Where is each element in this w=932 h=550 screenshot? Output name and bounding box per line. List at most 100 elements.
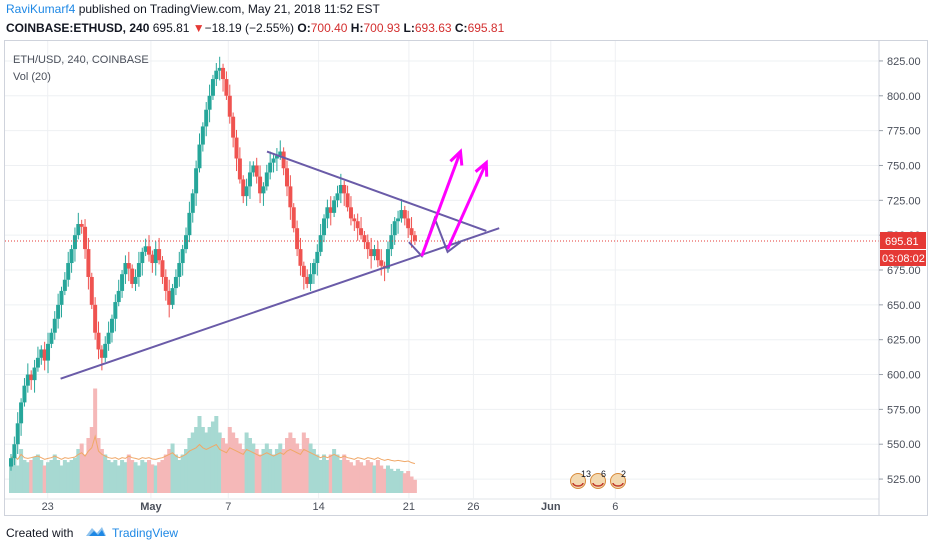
- volume-bar: [409, 476, 414, 493]
- candle-up: [103, 343, 108, 358]
- last-price: 695.81: [152, 21, 190, 35]
- candle-up: [264, 172, 269, 187]
- candle-up: [116, 290, 121, 303]
- volume-bar: [123, 462, 128, 493]
- footer: Created with TradingView: [0, 516, 932, 550]
- volume-bar: [352, 465, 357, 493]
- volume-bar: [130, 460, 135, 493]
- chart-panel[interactable]: 23 May 7 14 21 26 Jun 6 13 6 2 525.00 550.00 575.00…: [4, 40, 928, 516]
- x-tick-label: 7: [225, 501, 231, 513]
- volume-bar: [251, 443, 256, 493]
- event-count-label: 2: [621, 469, 626, 479]
- published-text: published on TradingView.com, May 21, 20…: [78, 2, 380, 16]
- candle-down: [402, 210, 407, 219]
- candle-up: [271, 158, 276, 163]
- volume-bar: [9, 460, 13, 493]
- volume-bar: [281, 449, 286, 493]
- volume-bar: [214, 416, 219, 493]
- candle-up: [214, 70, 219, 80]
- candle-up: [244, 186, 249, 197]
- drawings: 13 6 2: [5, 148, 879, 489]
- last-price-tag-text: 695.81: [885, 236, 919, 248]
- volume-bar: [93, 388, 98, 493]
- candle-up: [136, 263, 141, 277]
- volume-bar: [288, 432, 293, 493]
- volume-bar: [355, 460, 360, 493]
- candle-up: [62, 279, 67, 291]
- volume-bar: [315, 454, 320, 493]
- candle-down: [83, 226, 88, 250]
- volume-bar: [305, 438, 310, 493]
- volume-bar: [348, 462, 353, 493]
- candle-up: [210, 79, 215, 96]
- candle-down: [234, 137, 239, 159]
- volume-bar: [291, 438, 296, 493]
- candle-down: [298, 249, 303, 266]
- price-axis: 525.00 550.00 575.00 600.00 625.00 650.00 675.…: [878, 41, 927, 515]
- price-chart[interactable]: 23 May 7 14 21 26 Jun 6 13 6 2 525.00 550.00 575.00…: [5, 41, 927, 515]
- volume-bar: [369, 462, 374, 493]
- volume-bar: [39, 460, 44, 493]
- candle-up: [217, 67, 222, 71]
- candle-up: [113, 302, 118, 319]
- volume-bar: [204, 432, 209, 493]
- volume-bar: [153, 465, 158, 493]
- candle-up: [56, 304, 61, 319]
- candle-up: [59, 290, 64, 305]
- candle-up: [389, 235, 394, 250]
- ohlc-line: COINBASE:ETHUSD, 240 695.81 ▼−18.19 (−2.…: [6, 21, 504, 35]
- upper-trendline: [266, 150, 487, 232]
- volume-bar: [32, 456, 37, 493]
- candle-down: [369, 249, 374, 257]
- candle-down: [157, 249, 162, 261]
- volume-bar: [143, 462, 148, 493]
- lower-trendline: [60, 227, 500, 380]
- symbol-overlay: ETH/USD, 240, COINBASE: [13, 54, 149, 66]
- volume-bar: [254, 449, 259, 493]
- candle-down: [160, 260, 165, 277]
- candle-up: [52, 318, 57, 333]
- author-link[interactable]: RaviKumarf4: [6, 2, 76, 16]
- volume-bar: [227, 427, 232, 493]
- candle-down: [291, 207, 296, 229]
- candle-down: [146, 246, 151, 255]
- candle-down: [365, 242, 370, 250]
- candle-down: [130, 268, 135, 284]
- candle-up: [332, 200, 337, 213]
- candle-up: [39, 349, 44, 358]
- volume-bar: [332, 449, 337, 493]
- volume-bar: [116, 465, 121, 493]
- event-flag-icon-mark: [572, 482, 584, 487]
- candle-up: [399, 210, 404, 219]
- candle-up: [335, 193, 340, 201]
- volume-bar: [35, 454, 40, 493]
- volume-bar: [86, 438, 91, 493]
- candle-down: [126, 263, 131, 269]
- candle-up: [261, 186, 266, 194]
- candle-up: [106, 332, 111, 344]
- candle-up: [123, 263, 128, 275]
- candle-up: [197, 144, 202, 169]
- candle-down: [305, 276, 310, 284]
- volume-bar: [237, 443, 242, 493]
- volume-bar: [298, 449, 303, 493]
- candle-up: [76, 224, 81, 236]
- x-tick-label: 6: [612, 501, 618, 513]
- candle-up: [325, 207, 330, 219]
- candle-down: [359, 228, 364, 236]
- volume-bar: [106, 460, 111, 493]
- x-tick-label: 14: [312, 501, 324, 513]
- volume-bar: [318, 460, 323, 493]
- candle-down: [163, 276, 168, 291]
- volume-bar: [52, 454, 57, 493]
- volume-bar: [177, 460, 182, 493]
- down-arrow-icon: ▼: [192, 21, 205, 35]
- candle-down: [328, 207, 333, 213]
- candle-down: [295, 228, 300, 250]
- tradingview-brand-link[interactable]: TradingView: [112, 526, 179, 540]
- volume-bar: [399, 471, 404, 493]
- breakout-arrow-head: [474, 159, 489, 177]
- volume-bar: [372, 465, 377, 493]
- candle-up: [322, 218, 327, 236]
- tradingview-logo-icon[interactable]: [84, 524, 108, 540]
